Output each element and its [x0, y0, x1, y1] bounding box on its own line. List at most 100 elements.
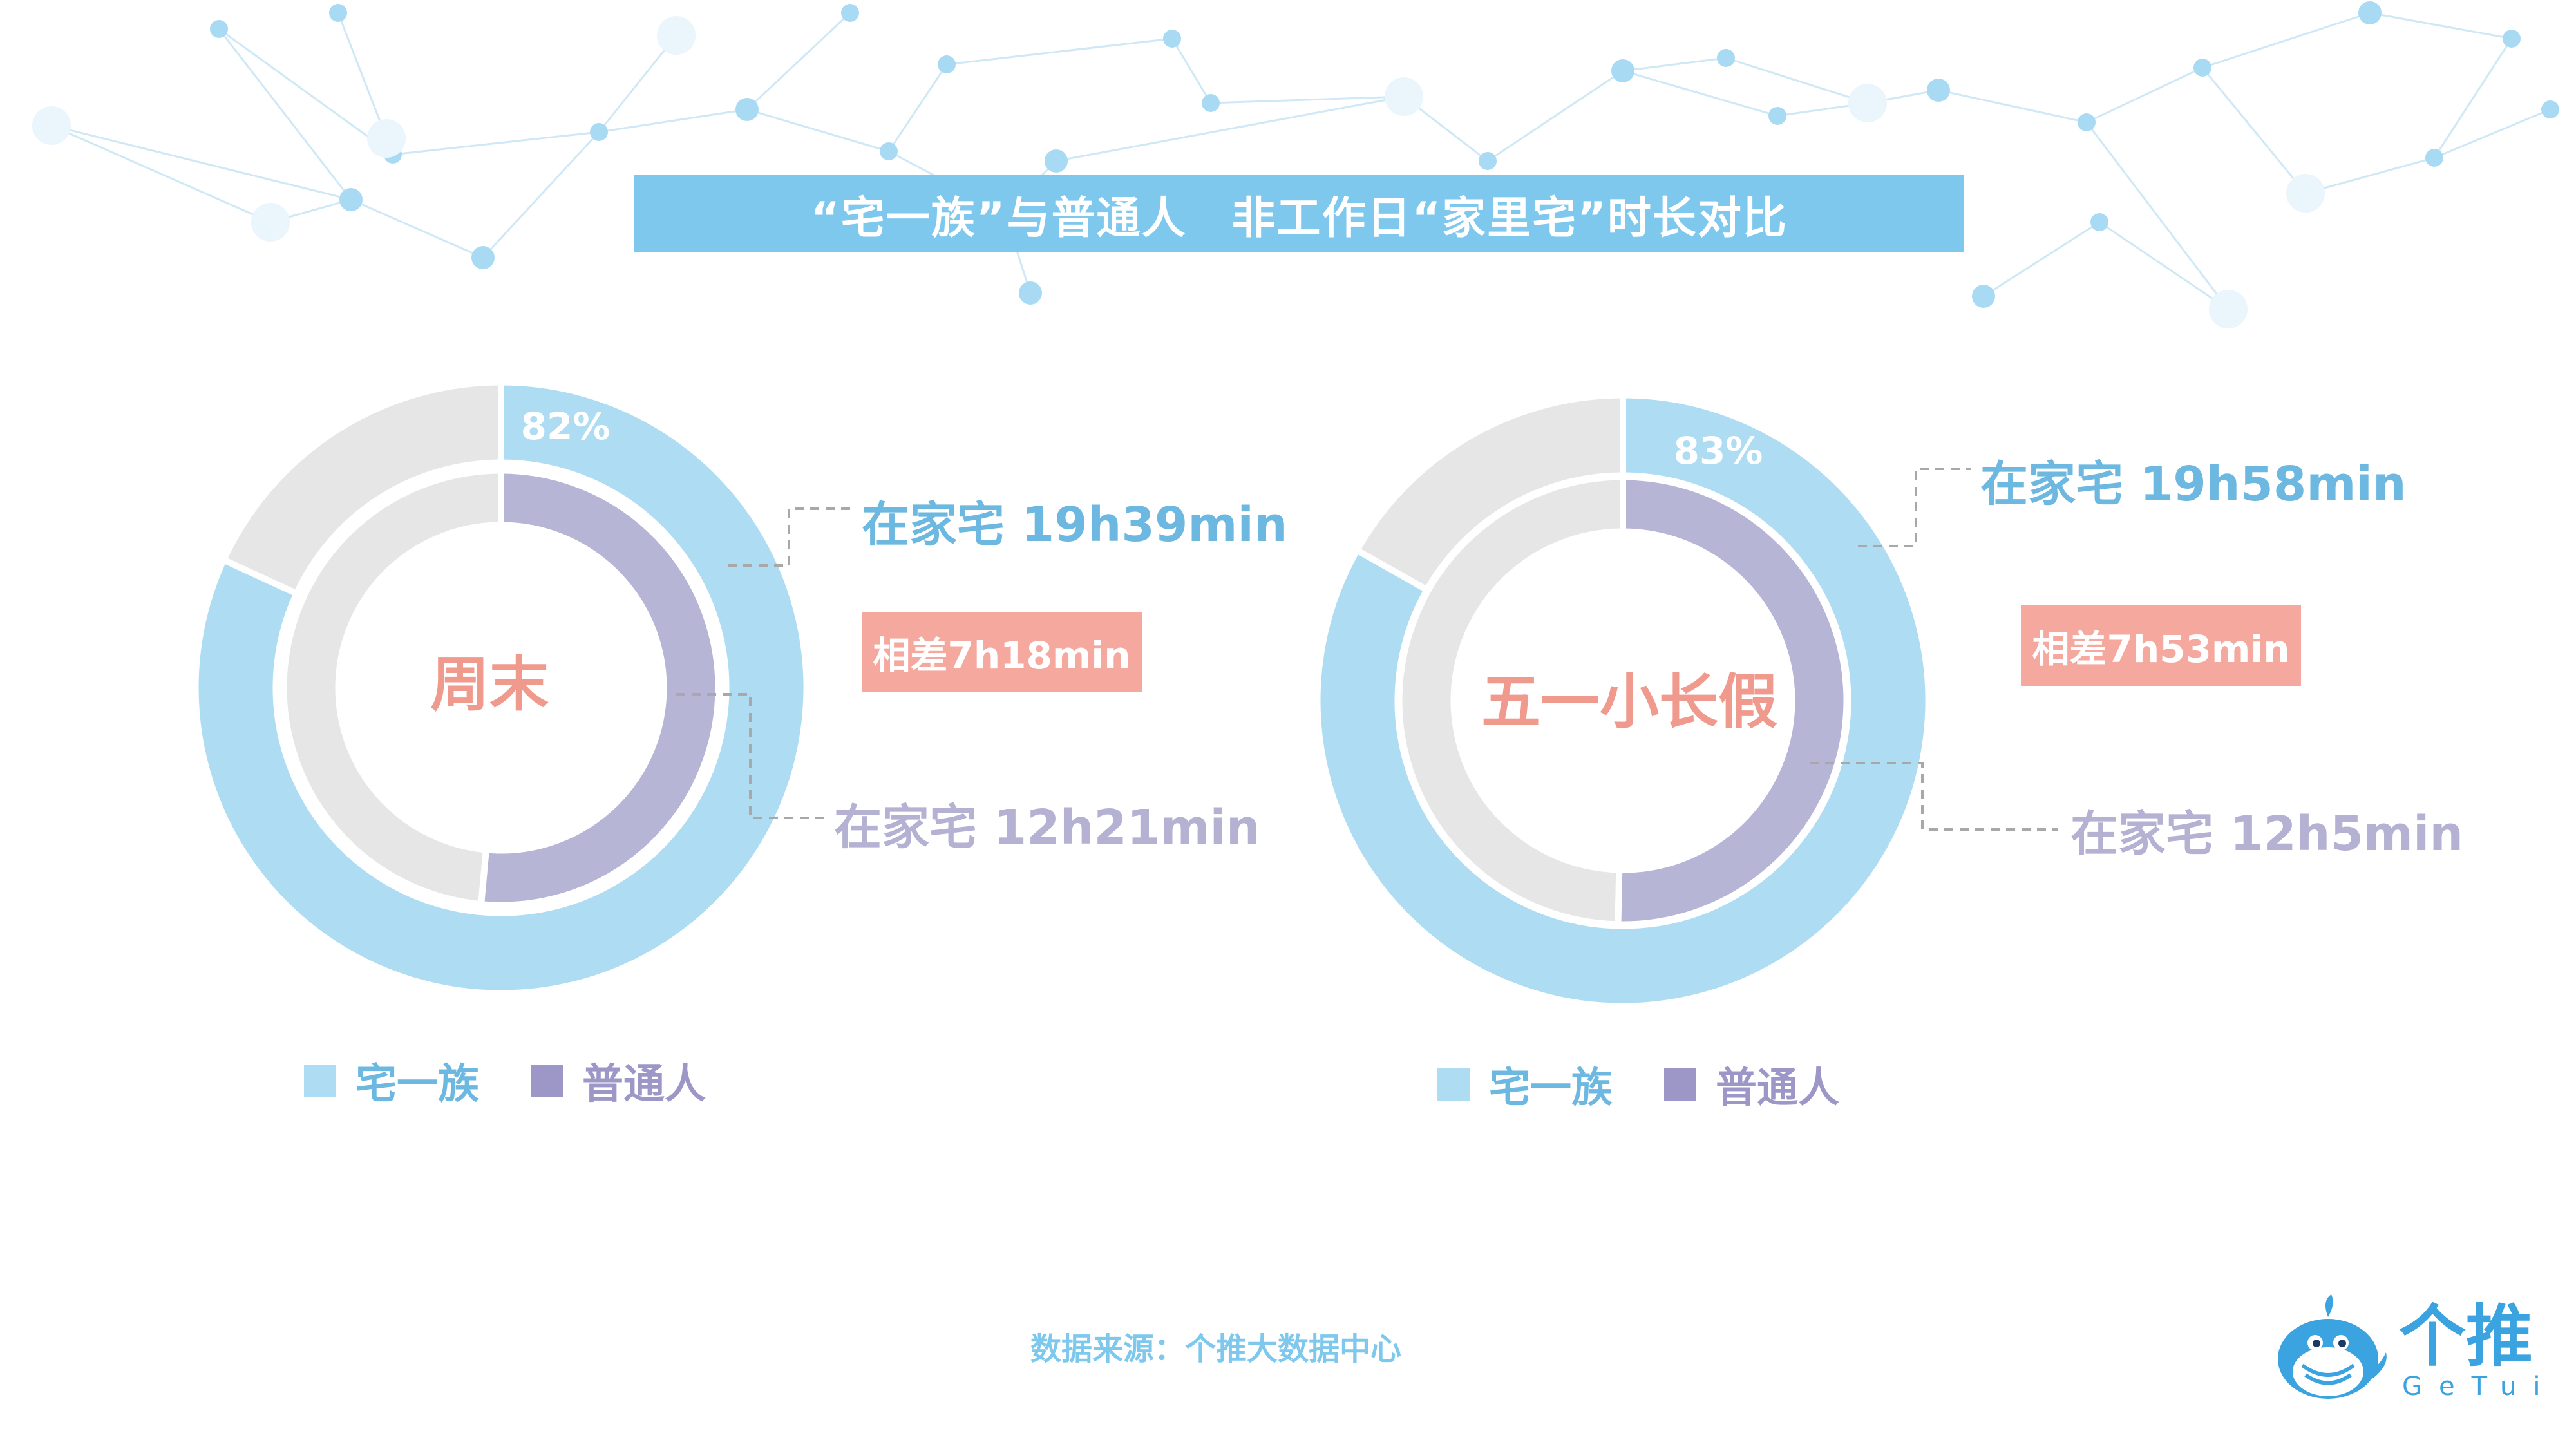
legend-label: 宅一族	[1489, 1065, 1613, 1112]
network-edge	[218, 28, 393, 156]
segment-separator	[1615, 871, 1623, 923]
network-edge	[1210, 95, 1405, 104]
network-node	[1202, 94, 1220, 112]
legend-item-zhai: 宅一族	[1437, 1055, 1613, 1114]
network-edge	[1056, 95, 1405, 162]
network-node	[1768, 107, 1786, 125]
network-node	[735, 98, 759, 121]
logo-text-cn: 个推	[2399, 1297, 2533, 1376]
network-edge	[2305, 156, 2435, 194]
getui-logo: 个推 GeTui	[2264, 1282, 2540, 1410]
network-edge	[1487, 70, 1624, 162]
network-node	[2503, 30, 2521, 48]
network-node	[471, 246, 495, 269]
network-node	[2286, 174, 2325, 213]
network-edge	[2434, 108, 2551, 159]
network-edge	[1622, 57, 1727, 72]
network-edge	[1983, 221, 2100, 298]
network-edge	[51, 124, 271, 223]
whale-mascot-icon	[2278, 1294, 2387, 1399]
network-edge	[1622, 70, 1778, 117]
legend-label: 宅一族	[355, 1061, 479, 1108]
segment-separator	[1357, 548, 1427, 592]
network-node	[2090, 213, 2108, 231]
network-edge	[1938, 89, 2087, 124]
network-node	[1717, 49, 1735, 67]
network-node	[2358, 1, 2382, 24]
normal-ring-segment	[1618, 480, 1844, 922]
network-node	[2209, 290, 2248, 328]
network-node	[1479, 152, 1497, 170]
network-edge	[1171, 38, 1212, 104]
network-node	[1045, 149, 1068, 173]
network-edge	[2201, 67, 2307, 194]
legend-item-normal: 普通人	[531, 1051, 706, 1110]
network-edge	[482, 131, 600, 259]
segment-separator	[478, 851, 489, 903]
network-node	[1972, 285, 1995, 308]
network-edge	[746, 12, 851, 111]
network-node	[1019, 281, 1042, 305]
zhai-ring-remainder	[1359, 398, 1624, 589]
center-label-mayday: 五一小长假	[1481, 667, 1778, 737]
network-node	[1163, 30, 1181, 48]
network-edge	[2202, 12, 2371, 69]
zhai-ring-remainder	[226, 385, 502, 593]
zhai-value-label: 在家宅 19h58min	[1980, 457, 2407, 512]
zhai-value-label: 在家宅 19h39min	[862, 497, 1288, 553]
network-node	[251, 203, 290, 242]
network-node	[657, 16, 696, 55]
legend-item-normal: 普通人	[1664, 1055, 1839, 1114]
network-node	[2425, 149, 2443, 167]
network-edge	[598, 35, 677, 133]
legend-swatch-zhai	[1437, 1068, 1470, 1101]
zhai-percent-label: 83%	[1673, 429, 1763, 473]
difference-badge: 相差7h53min	[2021, 605, 2301, 686]
zhai-percent-label: 82%	[520, 404, 611, 448]
network-node	[1385, 77, 1423, 116]
network-edge	[2086, 66, 2203, 124]
legend-item-zhai: 宅一族	[304, 1051, 479, 1110]
normal-ring-segment	[481, 473, 715, 902]
normal-value-label: 在家宅 12h5min	[2070, 806, 2464, 862]
network-node	[1927, 79, 1950, 102]
network-node	[880, 142, 898, 160]
network-node	[339, 188, 363, 211]
network-node	[210, 20, 228, 38]
network-node	[2541, 100, 2559, 118]
network-node	[329, 4, 347, 22]
network-edge	[51, 124, 352, 201]
network-node	[938, 55, 956, 73]
network-node	[590, 123, 608, 141]
network-edge	[350, 198, 484, 259]
legend-swatch-zhai	[304, 1065, 336, 1097]
network-edge	[2369, 12, 2512, 40]
network-node	[2078, 113, 2096, 131]
network-edge	[746, 108, 889, 153]
zhai-leader-line	[1858, 468, 1971, 547]
network-node	[2193, 59, 2211, 77]
normal-leader-line	[676, 693, 824, 819]
network-edge	[2433, 38, 2513, 158]
network-edge	[887, 64, 948, 152]
network-edge	[1725, 57, 1868, 104]
title-bar: “宅一族”与普通人 非工作日“家里宅”时长对比	[634, 175, 1964, 252]
network-edge	[946, 37, 1173, 66]
logo-text-en: GeTui	[2402, 1372, 2557, 1401]
legend-label: 普通人	[582, 1061, 706, 1108]
network-node	[841, 4, 859, 22]
legend-swatch-normal	[531, 1065, 563, 1097]
zhai-ring-segment	[198, 385, 804, 990]
network-node	[367, 119, 406, 158]
legend-swatch-normal	[1664, 1068, 1696, 1101]
network-node	[32, 106, 71, 145]
network-edge	[218, 28, 352, 200]
center-label-weekend: 周末	[430, 650, 549, 719]
normal-ring-remainder	[1402, 480, 1623, 922]
segment-separator	[223, 558, 296, 596]
network-node	[1848, 84, 1887, 122]
network-edge	[598, 108, 748, 133]
data-source: 数据来源：个推大数据中心	[1030, 1331, 1402, 1367]
legend-label: 普通人	[1716, 1065, 1839, 1112]
